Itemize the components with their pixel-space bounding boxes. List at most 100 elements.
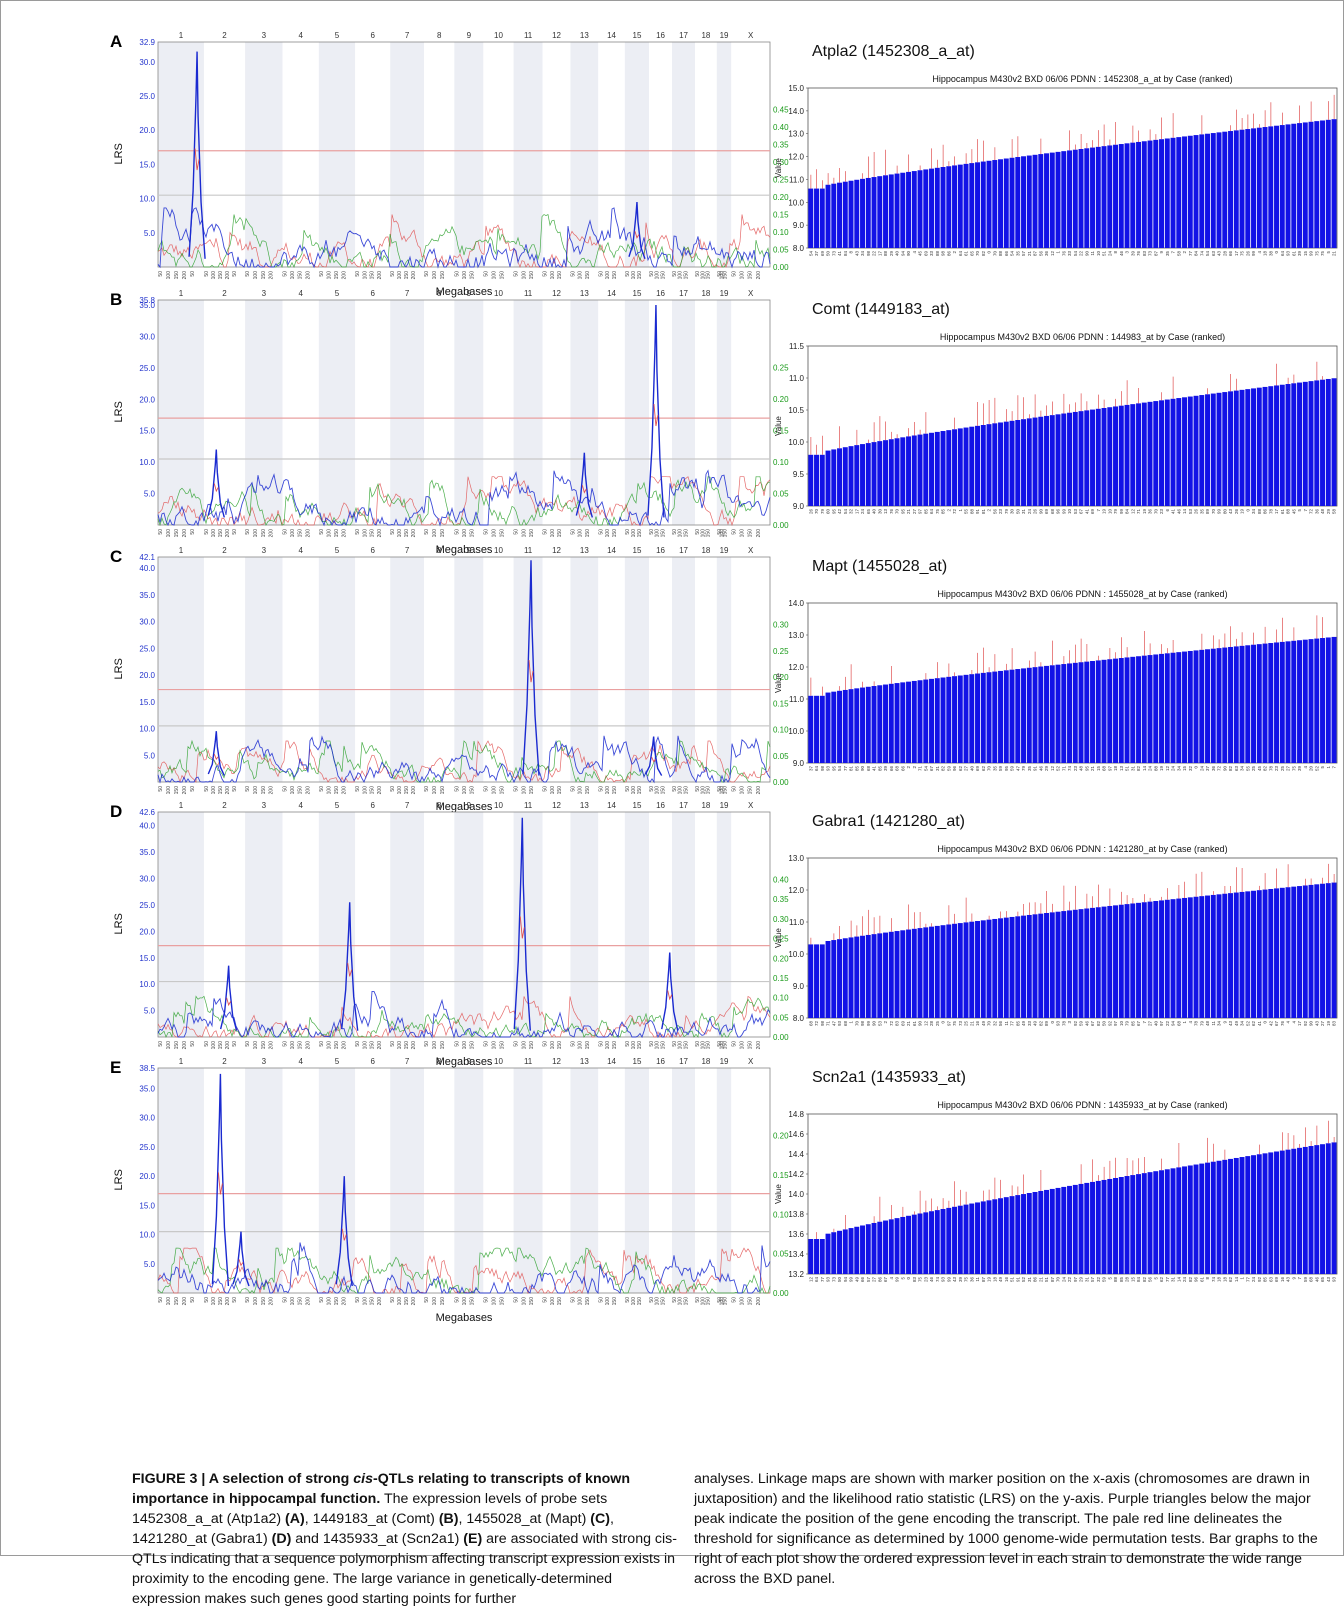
expression-bar — [957, 164, 963, 248]
expression-bar — [883, 932, 888, 1018]
marker-tick-label: 50 — [158, 529, 164, 535]
marker-tick-label: 150 — [683, 1041, 689, 1050]
lrs-peak — [335, 1176, 353, 1287]
marker-tick-label: 150 — [470, 1041, 476, 1050]
strain-label: 98 — [866, 251, 871, 257]
strain-label: 74 — [1211, 1277, 1216, 1283]
expression-bar — [877, 933, 883, 1018]
lrs-tick-label: 20.0 — [139, 1172, 155, 1181]
strain-label: 68 — [895, 766, 900, 772]
expression-bar — [969, 921, 975, 1018]
expression-bar — [1320, 883, 1325, 1018]
marker-tick-label: 50 — [158, 271, 164, 277]
chromosome-label: 1 — [179, 31, 184, 40]
chromosome-band — [695, 300, 717, 525]
marker-tick-label: 200 — [269, 271, 275, 280]
marker-tick-label: 150 — [404, 1041, 410, 1050]
marker-tick-label: 100 — [631, 1297, 637, 1306]
additive-peak — [347, 962, 353, 977]
caption-tag-d: (D) — [271, 1531, 292, 1547]
strain-label: 80 — [1222, 509, 1227, 515]
expression-bar — [1170, 652, 1176, 763]
strain-label: 86 — [946, 251, 951, 257]
bar-tick-label: 14.0 — [788, 107, 804, 116]
expression-bar — [900, 682, 906, 763]
strain-label: 89 — [1205, 509, 1210, 515]
expression-bar — [831, 1232, 837, 1274]
x-axis-label: Megabases — [436, 544, 493, 556]
lrs-tick-label: 15.0 — [139, 427, 155, 436]
chromosome-band — [318, 300, 356, 525]
strain-label: 54 — [808, 251, 813, 257]
bar-frame — [807, 87, 1338, 249]
additive-tick-label: 0.25 — [773, 647, 789, 656]
expression-bar — [894, 173, 900, 248]
expression-bar — [1078, 662, 1084, 763]
marker-tick-label: 150 — [440, 1041, 446, 1050]
expression-bar — [842, 447, 848, 506]
strain-label: 12 — [808, 1277, 813, 1283]
marker-tick-label: 100 — [655, 529, 661, 538]
marker-tick-label: 50 — [424, 1297, 430, 1303]
marker-tick-label: 100 — [166, 786, 172, 795]
strain-label: 99 — [1061, 509, 1066, 515]
bar-tick-label: 13.0 — [788, 631, 804, 640]
additive-peak — [581, 485, 587, 494]
chromosome-label: 6 — [370, 1057, 375, 1066]
strain-label: 51 — [1102, 251, 1107, 257]
strain-label: 7 — [1171, 251, 1176, 254]
marker-tick-label: 200 — [342, 529, 348, 538]
expression-bar — [1314, 380, 1320, 506]
strain-label: 5 — [1320, 766, 1325, 769]
expression-bar — [808, 454, 814, 506]
marker-tick-label: 150 — [470, 529, 476, 538]
chromosome-label: 9 — [467, 546, 472, 555]
chromosome-band — [695, 1068, 717, 1293]
caption-tag-c: (C) — [590, 1511, 610, 1527]
expression-bar — [1268, 1152, 1274, 1274]
additive-tick-label: 0.00 — [773, 1289, 789, 1298]
strain-label: 22 — [1165, 1021, 1170, 1027]
strain-label: 98 — [860, 1021, 865, 1027]
additive-tick-label: 0.05 — [773, 752, 789, 761]
chromosome-label: 5 — [335, 289, 340, 298]
strain-label: 43 — [1228, 509, 1233, 515]
expression-bar — [1205, 1162, 1210, 1274]
marker-tick-label: 200 — [182, 786, 188, 795]
marker-tick-label: 100 — [253, 786, 259, 795]
strain-label: 3 — [1067, 1021, 1072, 1024]
strain-label: 43 — [1286, 1277, 1291, 1283]
marker-tick-label: 100 — [700, 271, 706, 280]
marker-tick-label: 50 — [232, 1041, 238, 1047]
strain-label: 72 — [952, 509, 957, 515]
marker-tick-label: 50 — [319, 1297, 325, 1303]
marker-tick-label: 50 — [649, 529, 655, 535]
strain-label: 92 — [1107, 1021, 1112, 1027]
expression-bar — [1021, 156, 1026, 248]
strain-label: 79 — [1004, 509, 1009, 515]
strain-label: 64 — [958, 251, 963, 257]
additive-tick-label: 0.10 — [773, 726, 789, 735]
marker-tick-label: 50 — [319, 271, 325, 277]
expression-bar — [980, 920, 986, 1018]
expression-bar — [1210, 393, 1216, 506]
marker-tick-label: 150 — [218, 1297, 224, 1306]
expression-bar — [1164, 138, 1170, 248]
additive-tick-label: 0.30 — [773, 158, 789, 167]
strain-label: 95 — [1004, 766, 1009, 772]
expression-bar — [877, 685, 883, 763]
expression-bar — [1285, 384, 1291, 506]
expression-bar — [877, 176, 883, 248]
chromosome-label: X — [748, 1057, 754, 1066]
expression-bar — [1274, 888, 1279, 1018]
expression-bar — [1285, 641, 1291, 763]
additive-tick-label: 0.00 — [773, 1033, 789, 1042]
expression-bar — [1193, 135, 1199, 248]
chromosome-band — [624, 557, 650, 782]
plot-frame — [157, 299, 771, 526]
strain-label: 4 — [1303, 766, 1308, 769]
expression-bar — [1279, 1150, 1285, 1274]
expression-bar — [929, 926, 934, 1018]
strain-label: 54 — [843, 509, 848, 515]
additive-tick-label: 0.05 — [773, 1013, 789, 1022]
